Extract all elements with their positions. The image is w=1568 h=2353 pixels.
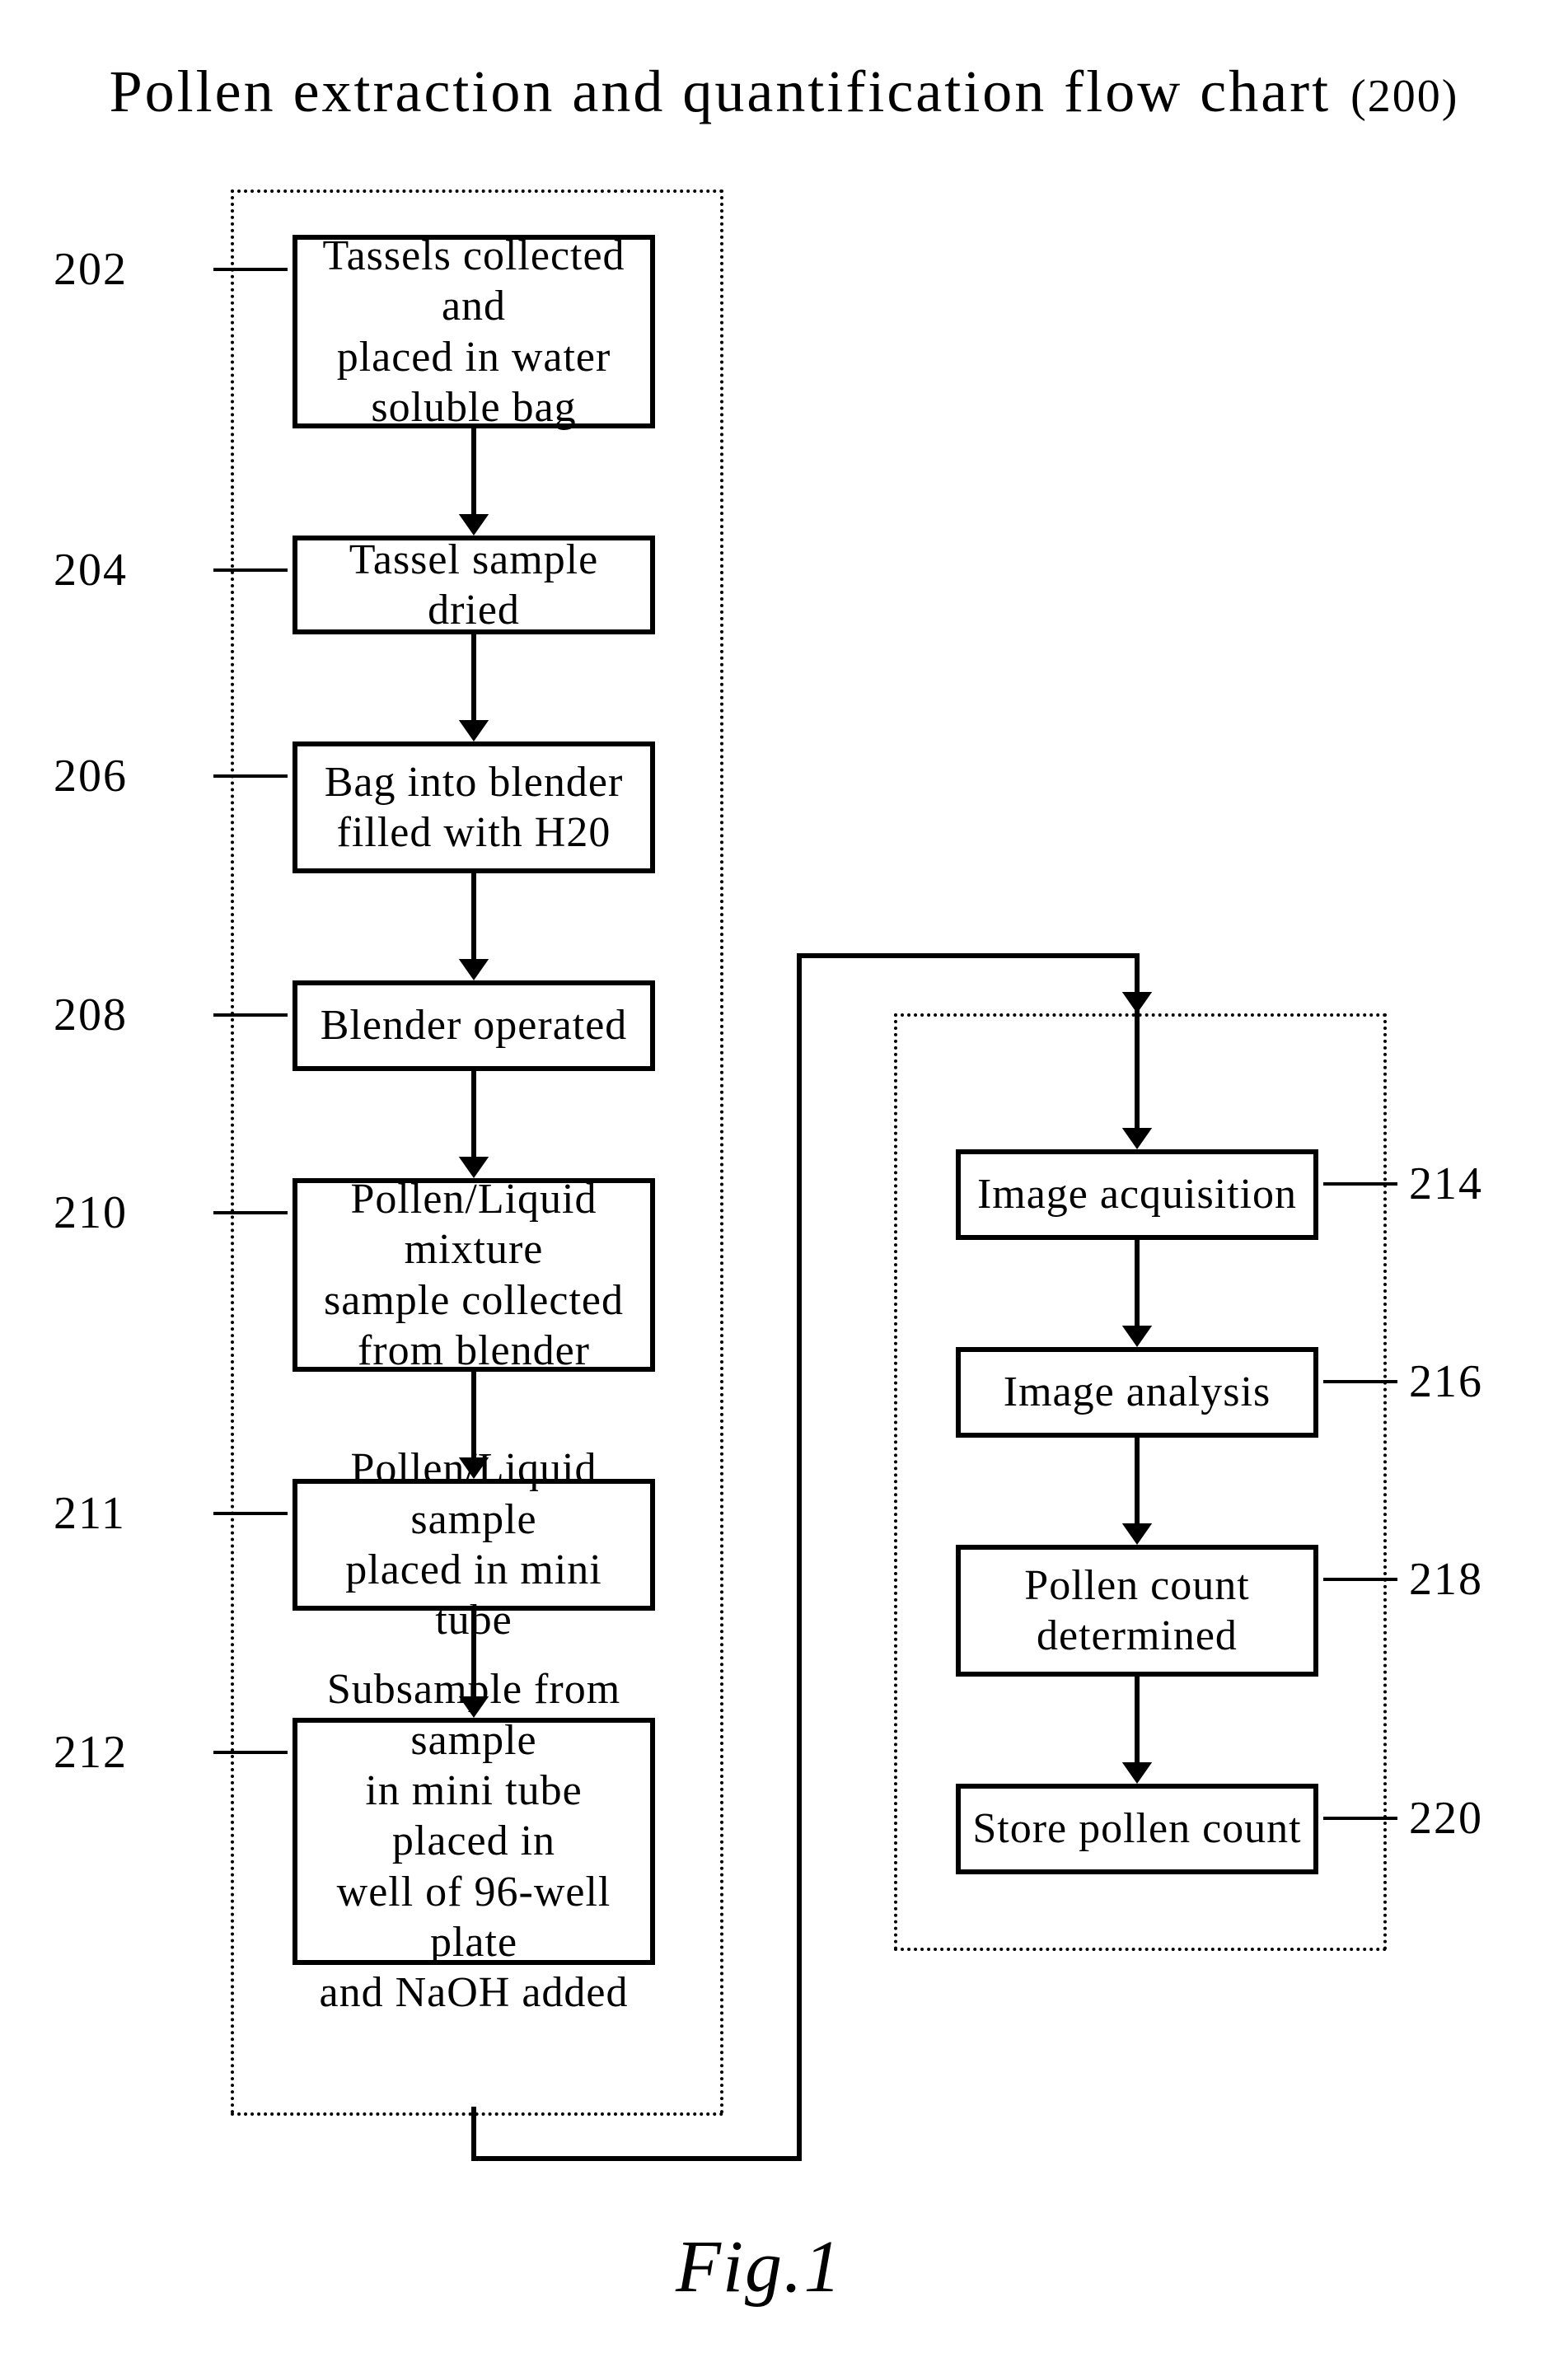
flow-node-label: Blender operated — [321, 1000, 628, 1050]
flow-node-204: Tassel sample dried — [293, 536, 655, 634]
ref-tick — [1323, 1182, 1397, 1186]
flow-node-label: Tassels collected andplaced in watersolu… — [309, 231, 639, 433]
flow-node-label: Pollen/Liquid mixturesample collectedfro… — [309, 1174, 639, 1376]
figure-caption: Fig.1 — [676, 2224, 842, 2309]
flow-node-220: Store pollen count — [956, 1784, 1318, 1874]
ref-tick — [213, 1013, 288, 1017]
ref-tick — [1323, 1817, 1397, 1820]
ref-tick — [1323, 1380, 1397, 1383]
flow-node-210: Pollen/Liquid mixturesample collectedfro… — [293, 1178, 655, 1372]
page-title-ref: (200) — [1350, 70, 1458, 123]
page-title: Pollen extraction and quantification flo… — [110, 58, 1332, 126]
ref-tick — [213, 1211, 288, 1214]
flow-node-214: Image acquisition — [956, 1149, 1318, 1240]
flow-node-label: Image acquisition — [977, 1169, 1297, 1219]
ref-tick — [213, 568, 288, 572]
flow-node-label: Pollen countdetermined — [1024, 1560, 1249, 1662]
flow-node-label: Tassel sample dried — [309, 535, 639, 636]
flow-node-208: Blender operated — [293, 980, 655, 1071]
ref-label-202: 202 — [54, 243, 128, 296]
flow-node-202: Tassels collected andplaced in watersolu… — [293, 235, 655, 428]
flow-node-212: Subsample from samplein mini tube placed… — [293, 1718, 655, 1965]
ref-label-214: 214 — [1409, 1158, 1483, 1210]
ref-tick — [213, 774, 288, 778]
ref-label-210: 210 — [54, 1186, 128, 1239]
flow-node-206: Bag into blenderfilled with H20 — [293, 741, 655, 873]
ref-label-206: 206 — [54, 750, 128, 802]
flow-node-211: Pollen/Liquid sampleplaced in mini tube — [293, 1479, 655, 1611]
ref-tick — [213, 268, 288, 271]
ref-label-211: 211 — [54, 1487, 126, 1540]
ref-label-216: 216 — [1409, 1355, 1483, 1408]
ref-label-204: 204 — [54, 544, 128, 596]
ref-label-220: 220 — [1409, 1792, 1483, 1845]
ref-tick — [213, 1512, 288, 1515]
ref-label-208: 208 — [54, 989, 128, 1041]
page-canvas: Pollen extraction and quantification flo… — [0, 0, 1568, 2353]
flow-node-218: Pollen countdetermined — [956, 1545, 1318, 1677]
flow-node-label: Image analysis — [1004, 1367, 1271, 1417]
flow-node-label: Bag into blenderfilled with H20 — [325, 757, 624, 858]
flow-node-label: Pollen/Liquid sampleplaced in mini tube — [309, 1443, 639, 1645]
page-title-row: Pollen extraction and quantification flo… — [0, 58, 1568, 126]
flow-node-216: Image analysis — [956, 1347, 1318, 1438]
flow-node-label: Subsample from samplein mini tube placed… — [309, 1664, 639, 2019]
ref-label-218: 218 — [1409, 1553, 1483, 1606]
flow-node-label: Store pollen count — [972, 1803, 1301, 1854]
ref-tick — [1323, 1578, 1397, 1581]
ref-tick — [213, 1751, 288, 1754]
ref-label-212: 212 — [54, 1726, 128, 1779]
